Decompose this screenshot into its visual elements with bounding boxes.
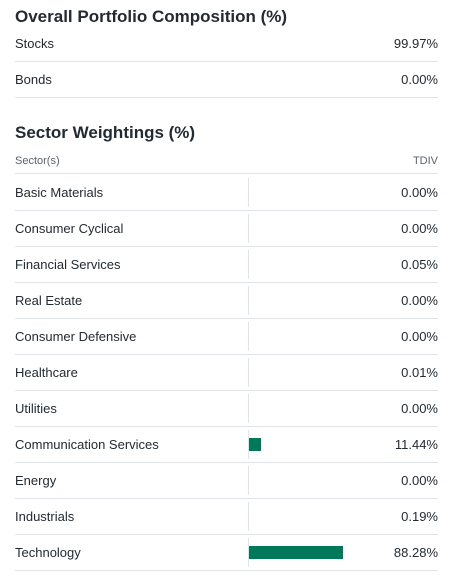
sector-label: Healthcare (15, 365, 78, 380)
sector-value: 0.19% (401, 509, 438, 524)
sector-value: 0.00% (401, 329, 438, 344)
sector-value: 0.00% (401, 293, 438, 308)
sector-weight-bar (249, 546, 343, 559)
composition-label: Stocks (15, 36, 55, 51)
sector-row: Communication Services 11.44% (15, 427, 438, 463)
bar-baseline (248, 286, 249, 315)
sector-row: Basic Materials 0.00% (15, 175, 438, 211)
sector-value: 0.01% (401, 365, 438, 380)
composition-value: 99.97% (393, 36, 438, 51)
sector-value: 0.00% (401, 473, 438, 488)
sector-value: 0.00% (401, 185, 438, 200)
composition-title: Overall Portfolio Composition (%) (15, 7, 288, 26)
bar-baseline (248, 178, 249, 207)
sector-row: Financial Services 0.05% (15, 247, 438, 283)
sector-label: Basic Materials (15, 185, 104, 200)
bar-baseline (248, 250, 249, 279)
composition-value: 0.00% (401, 72, 438, 87)
sector-row: Consumer Defensive 0.00% (15, 319, 438, 355)
sector-label: Energy (15, 473, 57, 488)
sector-column-header: Sector(s) TDIV (15, 148, 438, 174)
sector-row: Energy 0.00% (15, 463, 438, 499)
sector-weight-bar (249, 438, 261, 451)
bar-baseline (248, 466, 249, 495)
sector-value: 0.00% (401, 221, 438, 236)
sector-label: Real Estate (15, 293, 83, 308)
bar-baseline (248, 538, 249, 567)
sector-label: Consumer Cyclical (15, 221, 124, 236)
sector-label: Communication Services (15, 437, 159, 452)
sector-value: 88.28% (393, 545, 438, 560)
bar-baseline (248, 430, 249, 459)
fund-column-label: TDIV (412, 154, 438, 167)
sector-label: Utilities (15, 401, 57, 416)
composition-row-bonds: Bonds 0.00% (15, 62, 438, 98)
sector-row: Healthcare 0.01% (15, 355, 438, 391)
sector-label: Industrials (15, 509, 75, 524)
sector-title: Sector Weightings (%) (15, 123, 196, 142)
bar-baseline (248, 214, 249, 243)
sector-value: 0.05% (401, 257, 438, 272)
sector-row: Industrials 0.19% (15, 499, 438, 535)
sector-row: Real Estate 0.00% (15, 283, 438, 319)
sector-column-label: Sector(s) (15, 154, 60, 167)
composition-label: Bonds (15, 72, 52, 87)
bar-baseline (248, 322, 249, 351)
sector-value: 11.44% (394, 437, 438, 452)
bar-baseline (248, 358, 249, 387)
sector-label: Consumer Defensive (15, 329, 137, 344)
sector-label: Technology (15, 545, 81, 560)
sector-row: Utilities 0.00% (15, 391, 438, 427)
bar-baseline (248, 502, 249, 531)
sector-value: 0.00% (401, 401, 438, 416)
sector-label: Financial Services (15, 257, 121, 272)
sector-row: Consumer Cyclical 0.00% (15, 211, 438, 247)
sector-row: Technology 88.28% (15, 535, 438, 571)
composition-row-stocks: Stocks 99.97% (15, 26, 438, 62)
bar-baseline (248, 394, 249, 423)
